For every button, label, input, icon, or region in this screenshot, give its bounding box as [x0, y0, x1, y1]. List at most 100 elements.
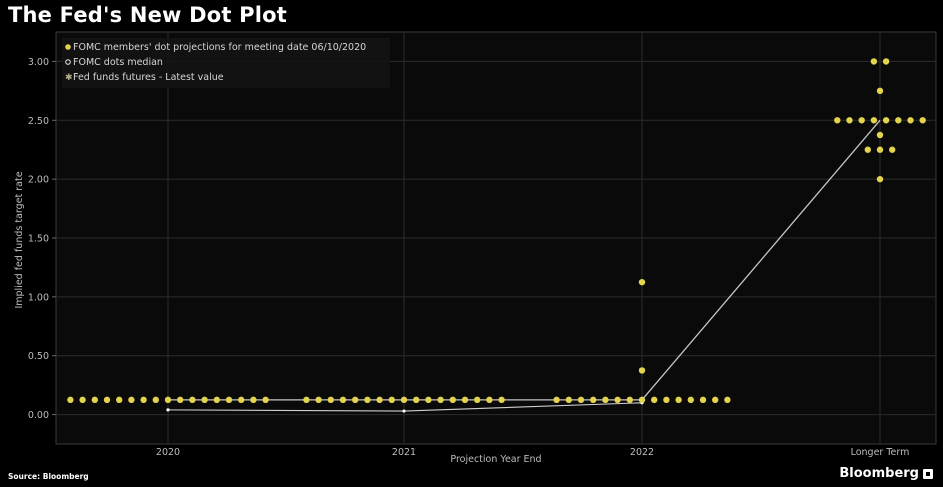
dot-projection	[79, 396, 86, 404]
dot-projection	[876, 131, 884, 139]
legend-median-marker	[65, 59, 71, 65]
dot-projection	[364, 396, 371, 404]
legend-median-label: FOMC dots median	[73, 57, 163, 68]
x-tick-label: 2022	[630, 447, 654, 458]
dot-projection	[116, 396, 123, 404]
dot-projection	[140, 396, 147, 404]
dot-projection	[919, 117, 926, 124]
dot-projection	[315, 396, 322, 404]
legend-futures-marker: ✱	[65, 73, 73, 83]
dot-projection	[461, 396, 469, 404]
dot-projection	[858, 117, 865, 124]
dot-projection	[128, 396, 135, 404]
dot-projection	[250, 396, 257, 404]
dot-plot-chart: 3.002.502.001.501.000.500.00 2020 2021 202…	[14, 31, 937, 465]
dot-projection	[638, 278, 646, 286]
y-axis-ticks: 3.00 2.50 2.00 1.50 1.00 0.50 0.00	[28, 57, 56, 421]
legend-dots-label: FOMC members' dot projections for meetin…	[73, 42, 366, 53]
median-line	[168, 119, 881, 401]
dot-projection	[834, 117, 841, 124]
dot-projection	[876, 175, 884, 183]
y-tick-label: 2.00	[28, 175, 49, 186]
y-tick-label: 1.50	[28, 234, 49, 245]
bloomberg-logo-icon	[923, 468, 933, 479]
dot-projection	[376, 396, 383, 404]
dot-projection	[638, 367, 646, 374]
dot-projection	[474, 396, 481, 404]
futures-point	[166, 408, 170, 412]
legend: FOMC members' dot projections for meetin…	[62, 38, 390, 88]
dot-projection	[626, 396, 633, 404]
dot-projection	[553, 396, 560, 404]
dot-projection	[352, 396, 359, 404]
dot-projection	[724, 396, 731, 404]
y-tick-label: 3.00	[28, 57, 49, 68]
dot-projection	[907, 117, 914, 124]
dot-projection	[638, 396, 646, 404]
y-tick-label: 2.50	[28, 116, 49, 127]
dot-projection	[651, 396, 658, 404]
dot-projection	[189, 396, 196, 404]
x-tick-label: 2020	[156, 447, 180, 458]
brand-name: Bloomberg	[839, 466, 919, 481]
dot-projection	[675, 396, 682, 404]
dot-projection	[91, 396, 99, 404]
legend-dot-marker	[65, 44, 71, 50]
dot-projection	[213, 396, 220, 404]
dot-projection	[103, 396, 111, 404]
dot-projection	[876, 87, 884, 95]
dot-projection	[895, 117, 902, 124]
dot-projection	[486, 396, 493, 404]
dot-projection	[225, 396, 233, 404]
x-tick-label: Longer Term	[851, 447, 910, 458]
dot-projection	[498, 396, 505, 404]
dot-projection	[882, 58, 890, 65]
dot-projection	[339, 396, 347, 404]
dot-projection	[876, 146, 884, 153]
dot-projection	[565, 396, 572, 404]
dot-projection	[238, 396, 245, 404]
dot-projection	[712, 396, 719, 404]
dot-projection	[614, 396, 621, 404]
legend-futures-label: Fed funds futures - Latest value	[73, 72, 224, 83]
y-tick-label: 0.00	[28, 410, 49, 421]
dot-projection	[882, 117, 890, 124]
dot-projection	[590, 396, 597, 404]
x-tick-label: 2021	[392, 447, 416, 458]
grid-lines	[56, 32, 936, 444]
dot-projection	[201, 396, 208, 404]
futures-point	[402, 409, 406, 413]
dot-projection	[164, 396, 172, 404]
dot-projection	[846, 117, 853, 124]
dot-projection	[870, 117, 878, 124]
y-tick-label: 1.00	[28, 292, 49, 303]
x-axis-label: Projection Year End	[450, 454, 541, 465]
dot-projection	[449, 396, 456, 404]
legend-background	[62, 38, 390, 88]
dot-projection	[889, 146, 896, 153]
dot-projection	[687, 396, 694, 404]
dot-projection	[864, 146, 871, 153]
dot-series	[67, 58, 926, 404]
dot-projection	[437, 396, 444, 404]
dot-projection	[577, 396, 585, 404]
dot-projection	[870, 58, 878, 65]
median-series	[168, 119, 881, 401]
dot-projection	[699, 396, 707, 404]
y-axis-label: Implied fed funds target rate	[14, 171, 25, 308]
dot-projection	[67, 396, 74, 404]
dot-projection	[413, 396, 420, 404]
y-tick-label: 0.50	[28, 351, 49, 362]
dot-projection	[152, 396, 159, 404]
dot-projection	[262, 396, 269, 404]
x-axis-ticks: 2020 2021 2022 Longer Term	[156, 447, 909, 458]
dot-projection	[303, 396, 310, 404]
dot-projection	[602, 396, 609, 404]
chart-title: The Fed's New Dot Plot	[8, 3, 288, 27]
dot-projection	[388, 396, 395, 404]
dot-projection	[327, 396, 334, 404]
bloomberg-logo: Bloomberg	[839, 466, 933, 481]
dot-projection	[663, 396, 670, 404]
dot-projection	[400, 396, 408, 404]
dot-projection	[177, 396, 184, 404]
